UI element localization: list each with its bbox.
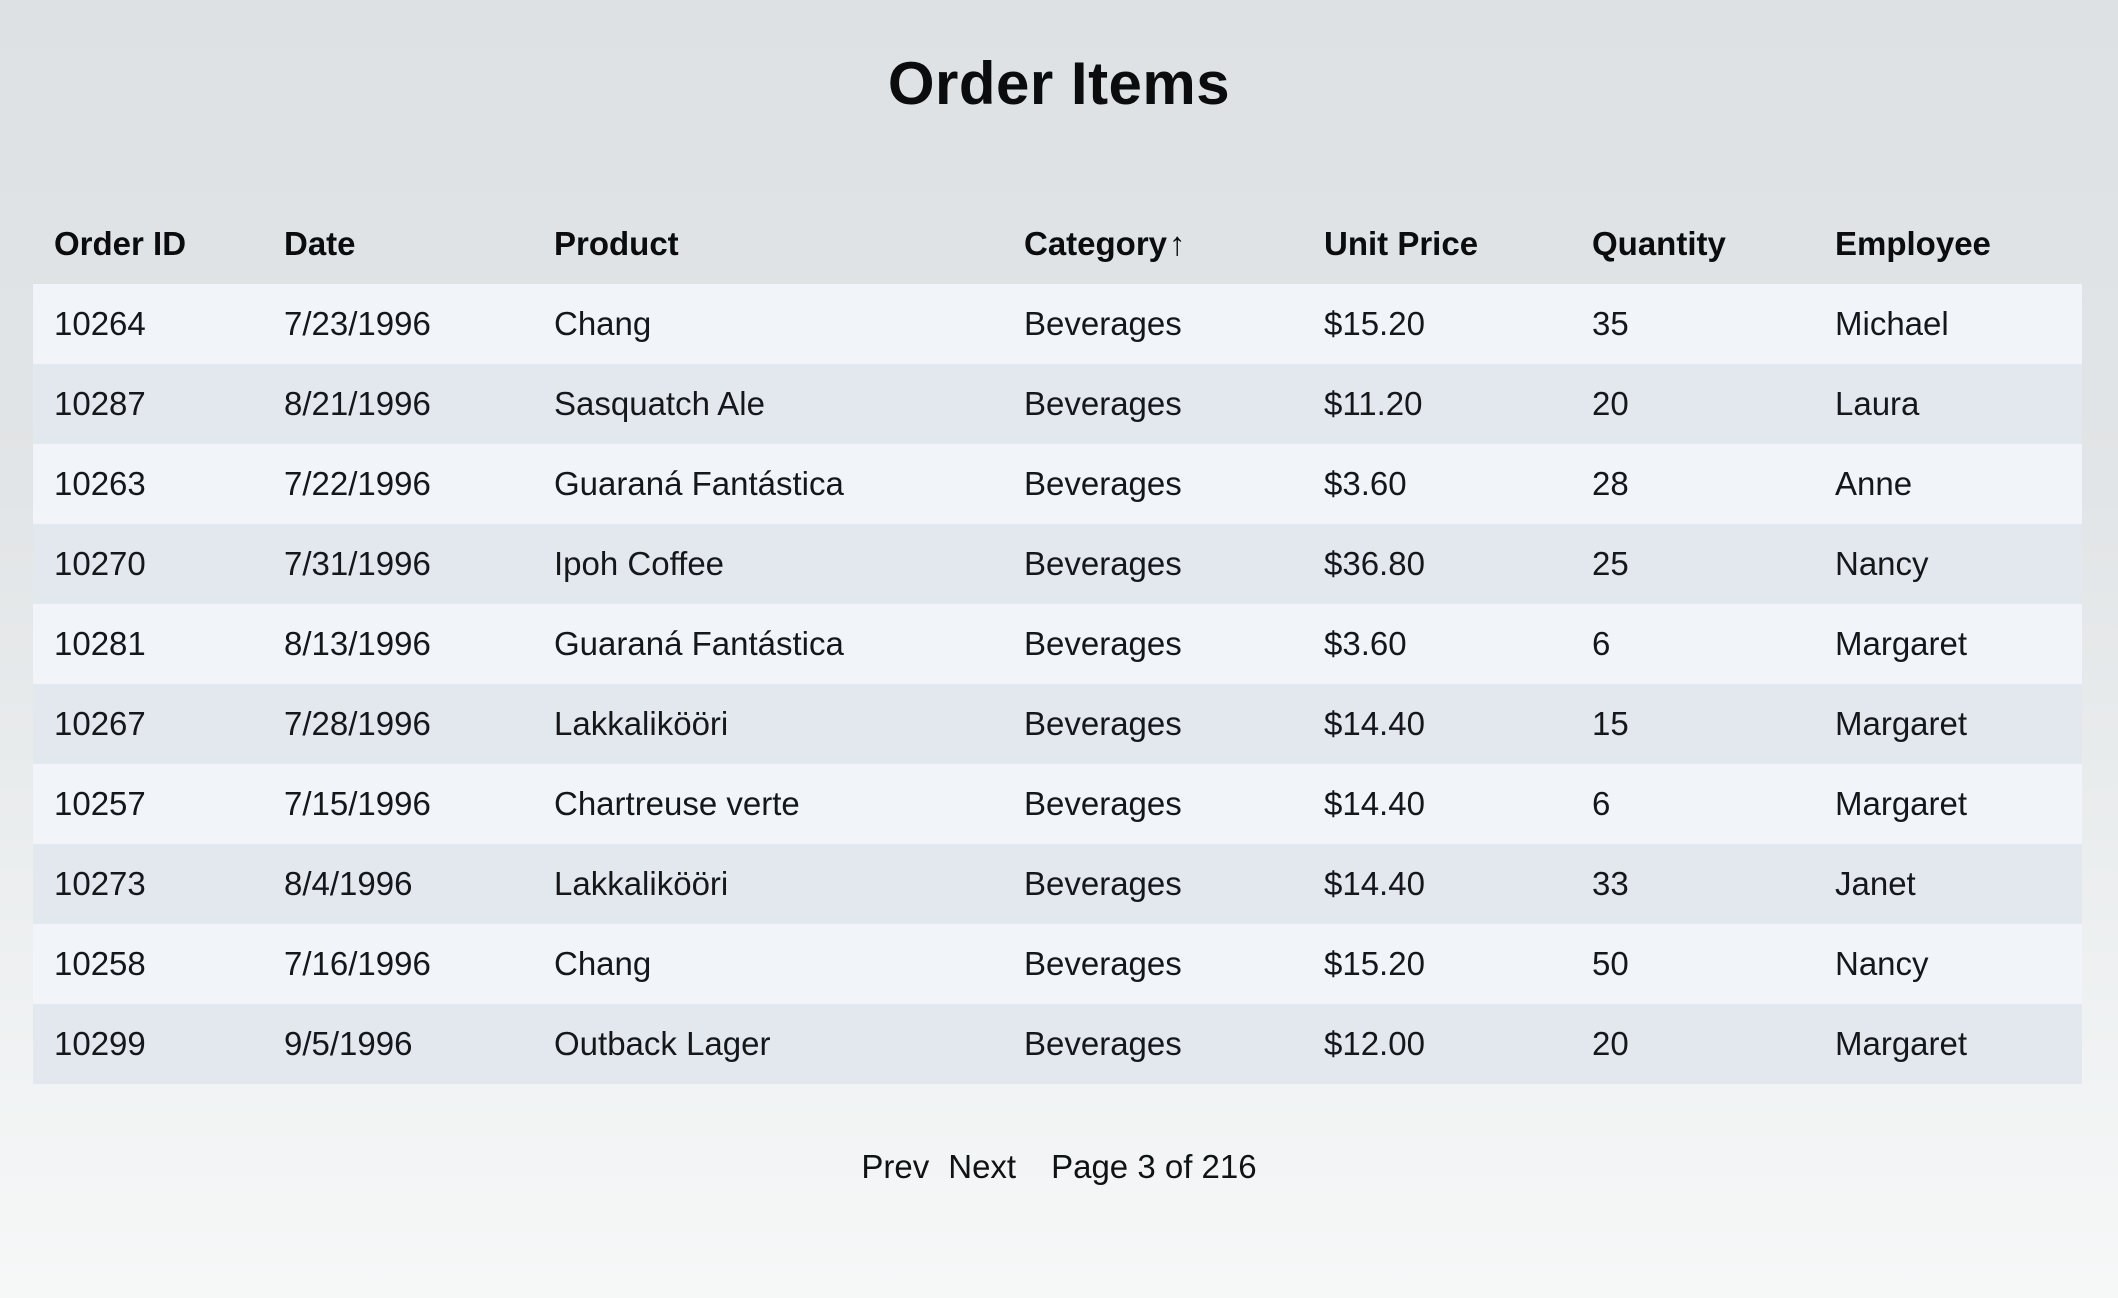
cell-product: Sasquatch Ale [554, 385, 765, 423]
order-table-container: Order ID Date Product Category↑ Unit Price Qu… [33, 204, 2082, 1085]
cell-unit_price: $11.20 [1324, 385, 1423, 423]
cell-employee: Margaret [1835, 705, 1968, 743]
column-header-order_id[interactable]: Order ID [54, 225, 187, 263]
cell-employee: Margaret [1835, 625, 1968, 663]
cell-date: 7/31/1996 [284, 545, 431, 583]
table-row: 10299 9/5/1996 Outback Lager Beverages $12.0… [33, 1004, 2082, 1085]
cell-employee: Janet [1835, 865, 1916, 903]
cell-date: 8/21/1996 [284, 385, 431, 423]
cell-product: Chang [554, 945, 652, 983]
cell-category: Beverages [1024, 865, 1182, 903]
column-header-product[interactable]: Product [554, 225, 679, 263]
cell-product: Chang [554, 305, 652, 343]
cell-unit_price: $3.60 [1324, 625, 1407, 663]
cell-quantity: 50 [1592, 945, 1629, 983]
cell-date: 7/22/1996 [284, 465, 431, 503]
table-row: 10287 8/21/1996 Sasquatch Ale Beverages $11.… [33, 364, 2082, 445]
cell-product: Outback Lager [554, 1025, 771, 1063]
table-header-row: Order ID Date Product Category↑ Unit Price Qu… [33, 204, 2082, 284]
cell-date: 7/23/1996 [284, 305, 431, 343]
cell-category: Beverages [1024, 465, 1182, 503]
cell-unit_price: $36.80 [1324, 545, 1425, 583]
cell-unit_price: $15.20 [1324, 305, 1425, 343]
cell-quantity: 20 [1592, 1025, 1629, 1063]
cell-order_id: 10267 [54, 705, 146, 743]
cell-category: Beverages [1024, 1025, 1182, 1063]
cell-product: Ipoh Coffee [554, 545, 725, 583]
cell-quantity: 6 [1592, 785, 1611, 823]
column-header-quantity[interactable]: Quantity [1592, 225, 1726, 263]
cell-category: Beverages [1024, 945, 1182, 983]
cell-employee: Michael [1835, 305, 1949, 343]
cell-date: 8/13/1996 [284, 625, 431, 663]
cell-category: Beverages [1024, 385, 1182, 423]
table-row: 10257 7/15/1996 Chartreuse verte Beverages $… [33, 764, 2082, 845]
cell-unit_price: $14.40 [1324, 865, 1425, 903]
table-row: 10281 8/13/1996 Guaraná Fantástica Beverage… [33, 604, 2082, 685]
table-row: 10273 8/4/1996 Lakkalikööri Beverages $14.40… [33, 844, 2082, 925]
cell-unit_price: $14.40 [1324, 785, 1425, 823]
cell-quantity: 33 [1592, 865, 1629, 903]
cell-order_id: 10287 [54, 385, 146, 423]
cell-unit_price: $3.60 [1324, 465, 1407, 503]
table-row: 10264 7/23/1996 Chang Beverages $15.20 35 Mich… [33, 284, 2082, 365]
cell-order_id: 10257 [54, 785, 146, 823]
cell-product: Lakkalikööri [554, 705, 729, 743]
cell-quantity: 35 [1592, 305, 1629, 343]
column-header-employee[interactable]: Employee [1835, 225, 1991, 263]
column-header-unit_price[interactable]: Unit Price [1324, 225, 1479, 263]
sort-asc-icon: ↑ [1169, 225, 1186, 263]
cell-product: Chartreuse verte [554, 785, 800, 823]
cell-employee: Anne [1835, 465, 1913, 503]
column-header-category[interactable]: Category↑ [1024, 225, 1186, 263]
cell-order_id: 10273 [54, 865, 146, 903]
table-row: 10270 7/31/1996 Ipoh Coffee Beverages $36.80… [33, 524, 2082, 605]
cell-order_id: 10263 [54, 465, 146, 503]
cell-employee: Laura [1835, 385, 1920, 423]
order-table: Order ID Date Product Category↑ Unit Price Qu… [33, 204, 2082, 1085]
cell-unit_price: $15.20 [1324, 945, 1425, 983]
cell-quantity: 20 [1592, 385, 1629, 423]
cell-product: Guaraná Fantástica [554, 625, 844, 663]
cell-employee: Nancy [1835, 545, 1929, 583]
prev-button[interactable]: Prev [861, 1148, 930, 1186]
cell-category: Beverages [1024, 545, 1182, 583]
cell-quantity: 28 [1592, 465, 1629, 503]
cell-date: 7/28/1996 [284, 705, 431, 743]
cell-order_id: 10281 [54, 625, 146, 663]
cell-unit_price: $12.00 [1324, 1025, 1425, 1063]
page-status: Page 3 of 216 [1051, 1148, 1257, 1186]
cell-employee: Margaret [1835, 785, 1968, 823]
cell-order_id: 10299 [54, 1025, 146, 1063]
page-title: Order Items [887, 50, 1231, 117]
cell-category: Beverages [1024, 705, 1182, 743]
cell-date: 7/16/1996 [284, 945, 431, 983]
cell-quantity: 25 [1592, 545, 1629, 583]
pagination: Prev Next Page 3 of 216 [0, 1148, 2118, 1186]
table-body: 10264 7/23/1996 Chang Beverages $15.20 35 Mich… [33, 284, 2082, 1085]
cell-order_id: 10270 [54, 545, 146, 583]
cell-employee: Nancy [1835, 945, 1929, 983]
cell-product: Guaraná Fantástica [554, 465, 844, 503]
column-header-date[interactable]: Date [284, 225, 356, 263]
cell-unit_price: $14.40 [1324, 705, 1425, 743]
next-button[interactable]: Next [948, 1148, 1017, 1186]
cell-quantity: 15 [1592, 705, 1629, 743]
cell-category: Beverages [1024, 625, 1182, 663]
cell-order_id: 10264 [54, 305, 146, 343]
cell-quantity: 6 [1592, 625, 1611, 663]
cell-date: 7/15/1996 [284, 785, 431, 823]
cell-category: Beverages [1024, 305, 1182, 343]
table-row: 10258 7/16/1996 Chang Beverages $15.20 50 Nanc… [33, 924, 2082, 1005]
cell-category: Beverages [1024, 785, 1182, 823]
cell-product: Lakkalikööri [554, 865, 729, 903]
cell-employee: Margaret [1835, 1025, 1968, 1063]
table-row: 10267 7/28/1996 Lakkalikööri Beverages $14.4… [33, 684, 2082, 765]
cell-date: 9/5/1996 [284, 1025, 413, 1063]
cell-order_id: 10258 [54, 945, 146, 983]
cell-date: 8/4/1996 [284, 865, 413, 903]
table-row: 10263 7/22/1996 Guaraná Fantástica Beverage… [33, 444, 2082, 525]
